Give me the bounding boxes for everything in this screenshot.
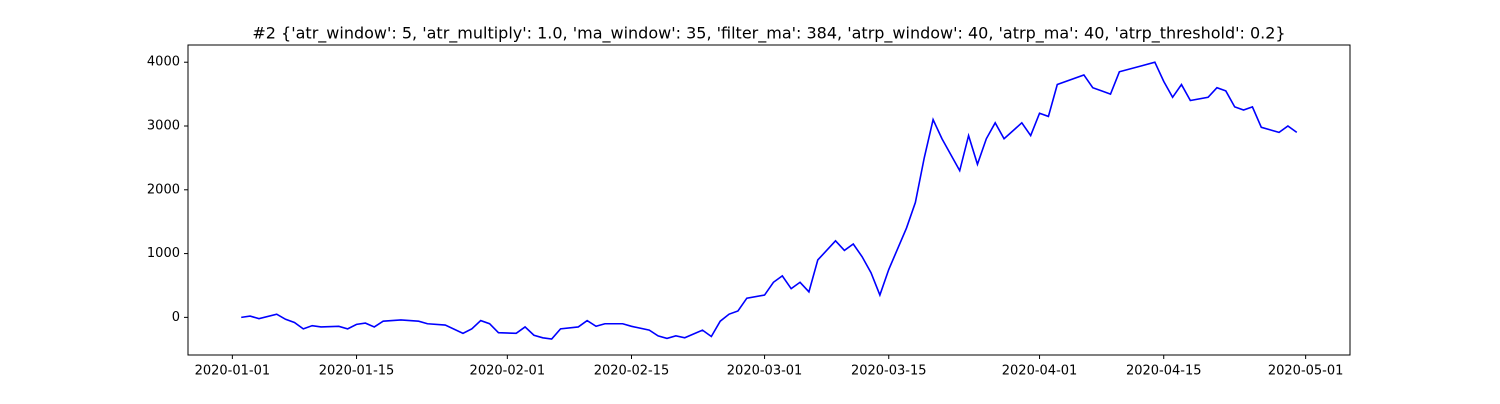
chart-title: #2 {'atr_window': 5, 'atr_multiply': 1.0… [252,24,1285,44]
x-tick-label: 2020-01-15 [319,364,395,379]
x-tick-label: 2020-04-15 [1126,364,1202,379]
x-tick-label: 2020-01-01 [195,364,271,379]
x-tick-label: 2020-02-01 [470,364,546,379]
y-tick-label: 1000 [147,246,180,261]
y-tick-label: 3000 [147,119,180,134]
y-tick-label: 0 [172,310,180,325]
y-tick-label: 4000 [147,55,180,70]
y-tick-label: 2000 [147,182,180,197]
x-tick-label: 2020-03-01 [727,364,803,379]
x-tick-label: 2020-02-15 [594,364,670,379]
x-tick-label: 2020-03-15 [851,364,927,379]
data-line [241,61,1298,340]
x-tick-label: 2020-04-01 [1002,364,1078,379]
plot-frame [187,44,1351,356]
x-tick-label: 2020-05-01 [1268,364,1344,379]
